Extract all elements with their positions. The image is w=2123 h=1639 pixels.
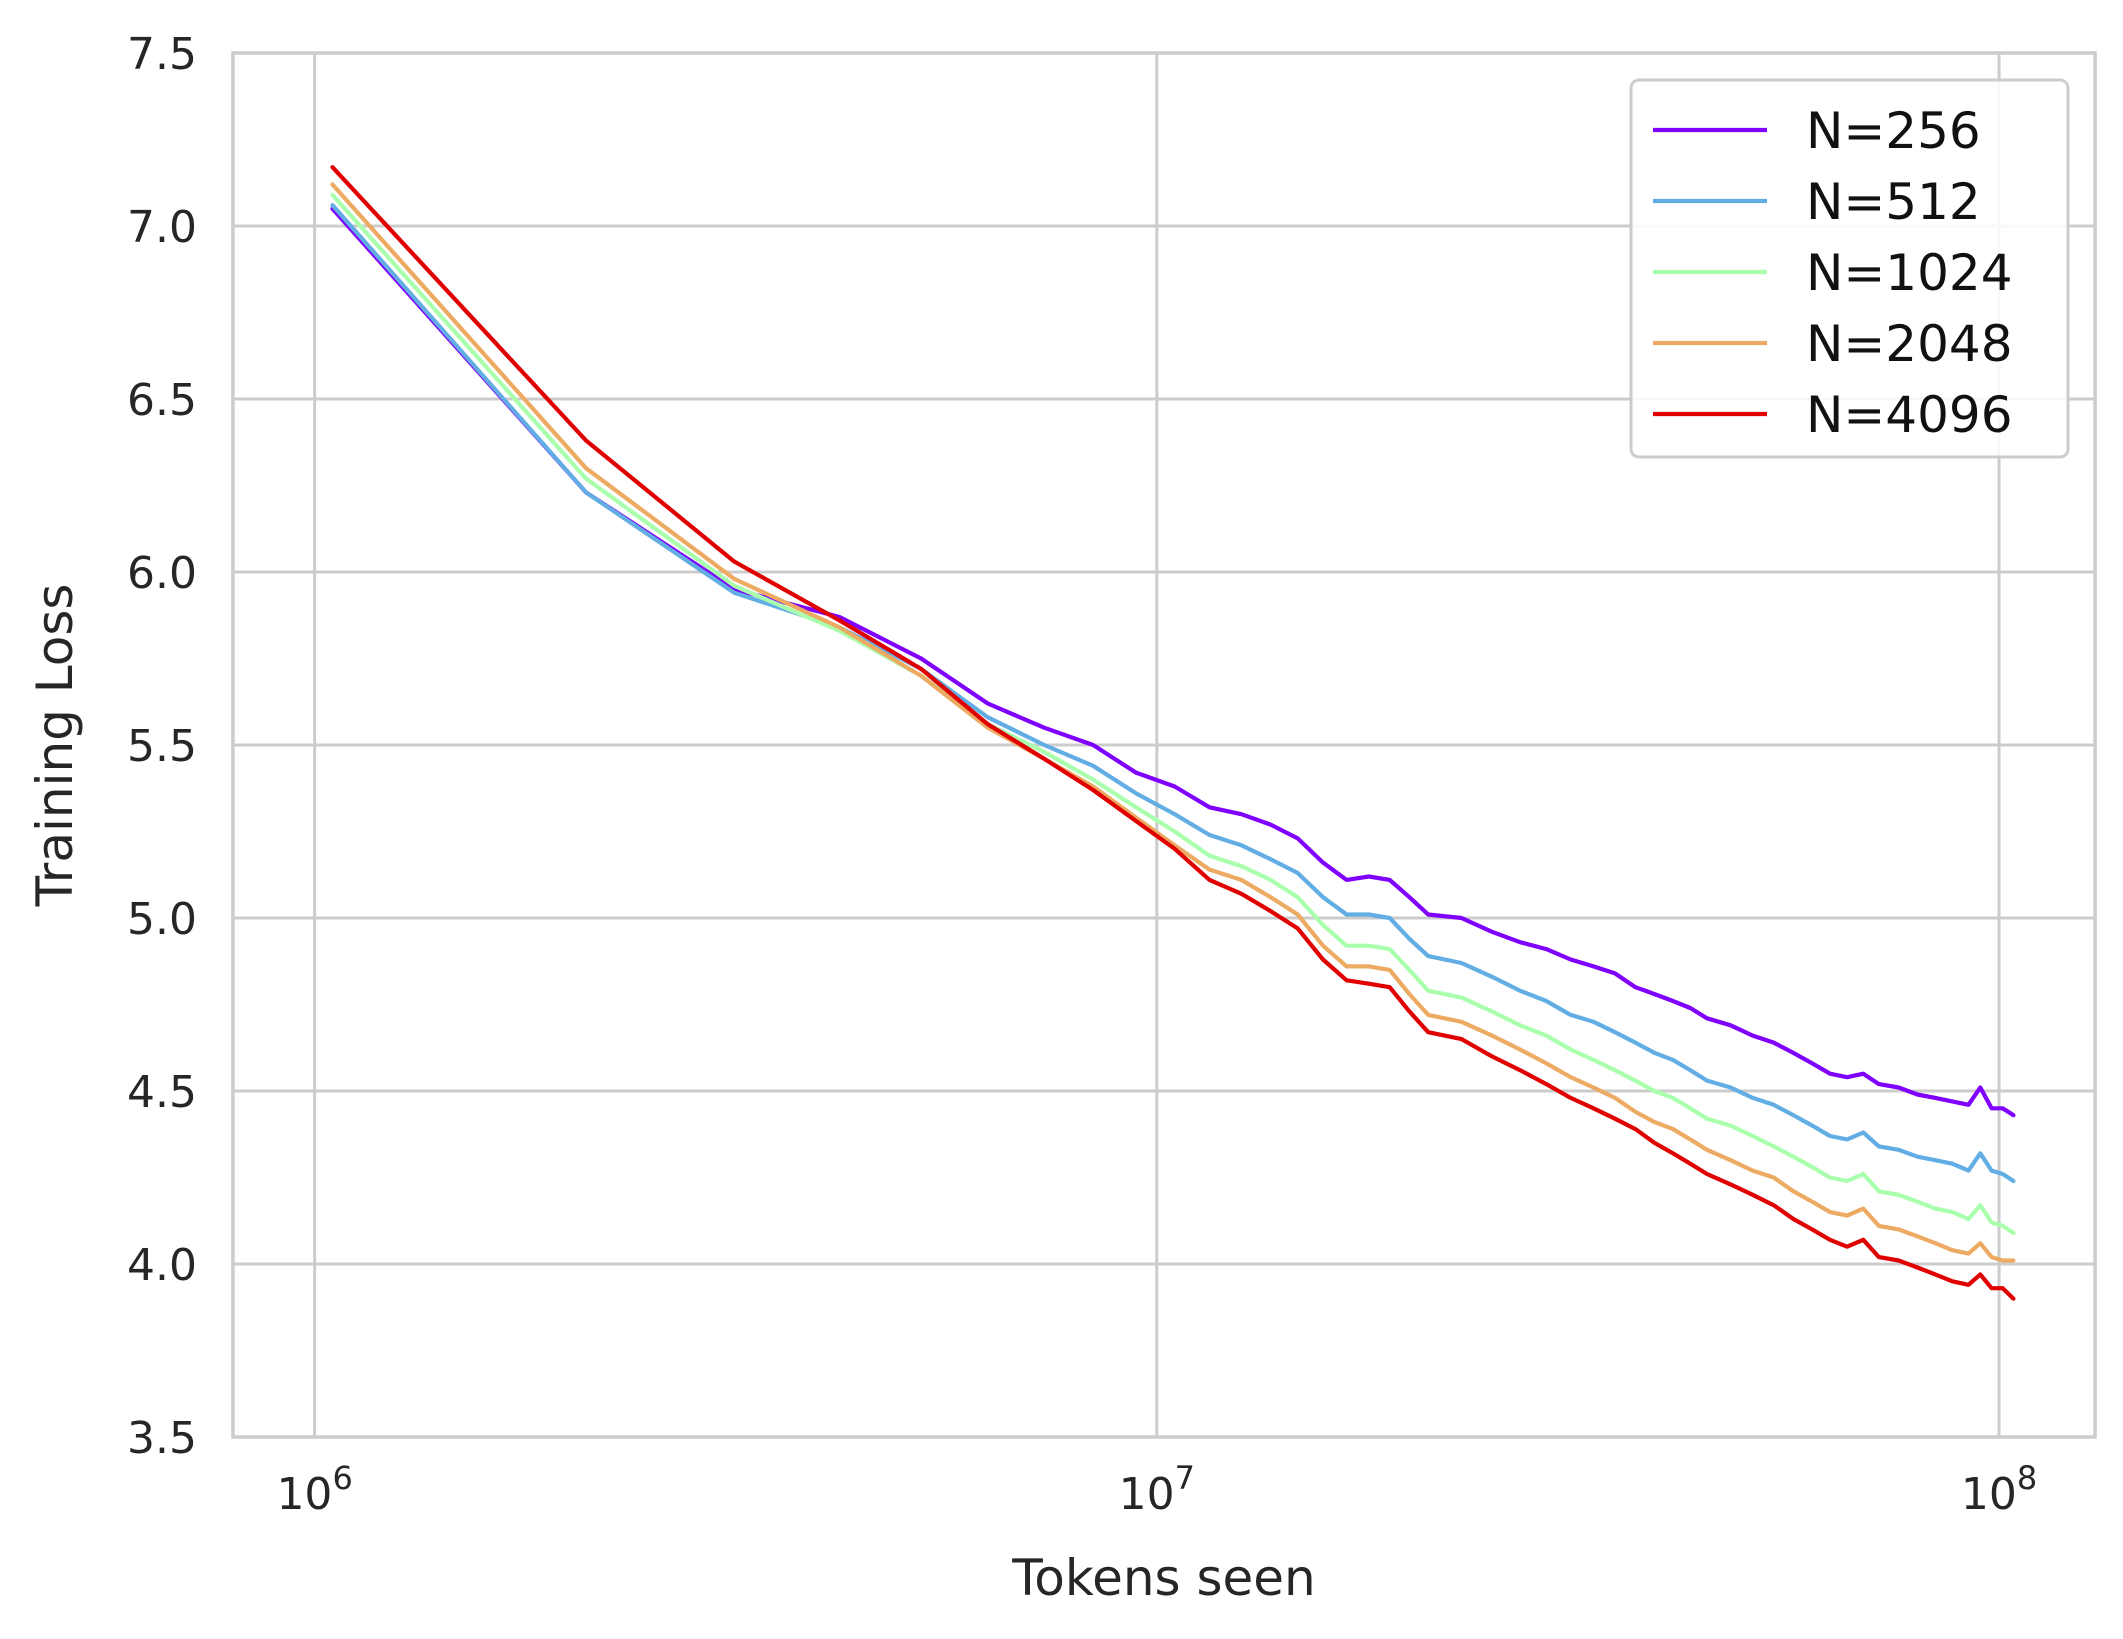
y-tick-label: 6.5 — [127, 375, 197, 426]
y-tick-label: 7.5 — [127, 29, 197, 80]
y-axis-ticks: 3.5 4.0 4.5 5.0 5.5 6.0 6.5 7.0 7.5 — [127, 29, 197, 1464]
x-axis-ticks: 106 107 108 — [276, 1459, 2037, 1520]
legend-label: N=2048 — [1806, 315, 2013, 373]
y-tick-label: 7.0 — [127, 202, 197, 253]
x-tick-label: 106 — [276, 1459, 352, 1520]
legend-label: N=256 — [1806, 102, 1981, 160]
series-line-n-2048 — [330, 182, 2016, 1263]
legend-label: N=512 — [1806, 173, 1981, 231]
x-tick-label: 107 — [1119, 1459, 1195, 1520]
series-line-n-4096 — [330, 165, 2016, 1301]
y-tick-label: 4.5 — [127, 1067, 197, 1118]
legend-box — [1629, 78, 2070, 459]
legend-label: N=4096 — [1806, 386, 2013, 444]
y-tick-label: 5.5 — [127, 721, 197, 772]
y-tick-label: 6.0 — [127, 548, 197, 599]
x-axis-label: Tokens seen — [1011, 1549, 1315, 1607]
series-line-n-256 — [330, 206, 2016, 1118]
series-line-n-1024 — [330, 192, 2016, 1235]
y-tick-label: 4.0 — [127, 1240, 197, 1291]
x-tick-label: 108 — [1961, 1459, 2037, 1520]
y-tick-label: 3.5 — [127, 1413, 197, 1464]
series-group — [330, 165, 2016, 1301]
legend: N=256 N=512 N=1024 N=2048 N=4096 — [1629, 78, 2070, 459]
y-tick-label: 5.0 — [127, 894, 197, 945]
y-axis-label: Training Loss — [26, 584, 84, 908]
legend-label: N=1024 — [1806, 244, 2013, 302]
series-line-n-512 — [330, 203, 2016, 1184]
plot-frame — [231, 51, 2097, 1439]
